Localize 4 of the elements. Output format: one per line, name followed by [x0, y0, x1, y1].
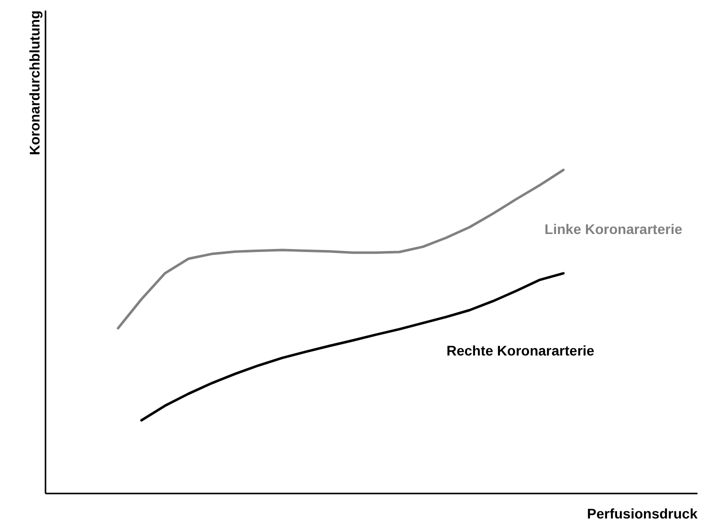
- series-label: Rechte Koronararterie: [446, 342, 595, 358]
- text: Linke Koronararterie: [544, 220, 682, 237]
- y-axis-title: Koronardurchblutung: [26, 10, 42, 156]
- x-axis-title: Perfusionsdruck: [587, 506, 698, 522]
